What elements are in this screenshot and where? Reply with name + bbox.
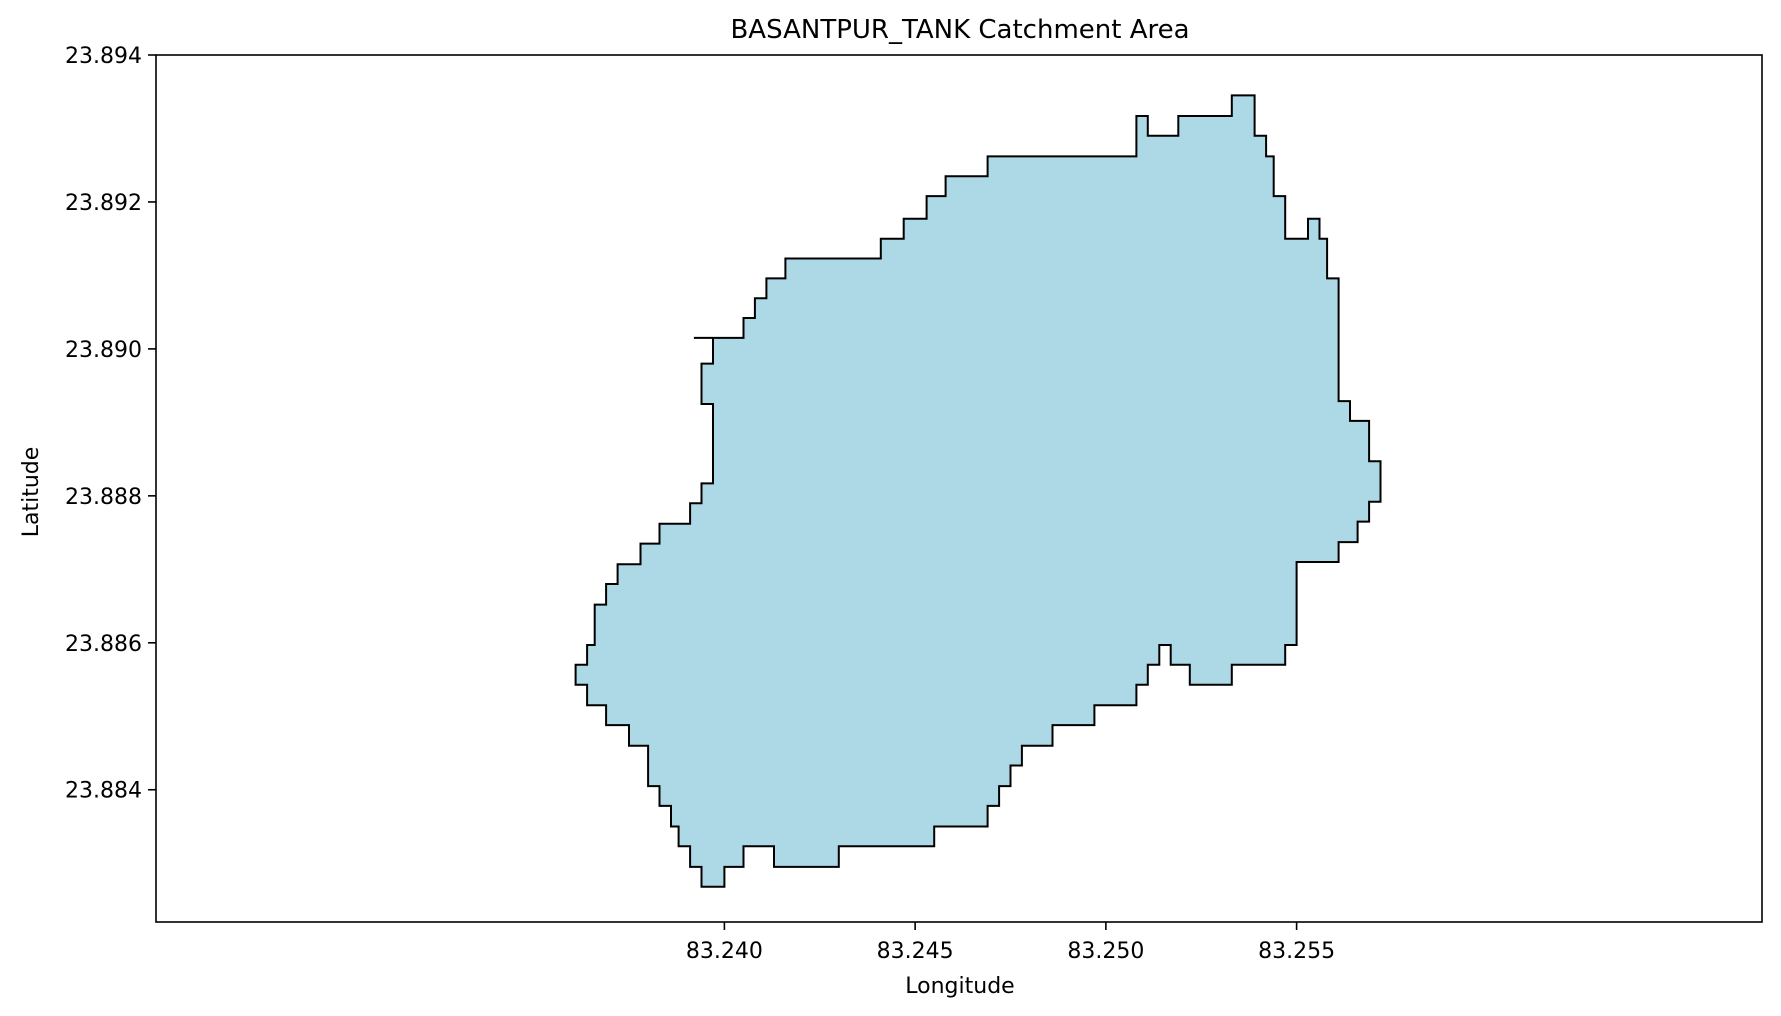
x-axis-label: Longitude	[905, 974, 1014, 999]
y-tick-label: 23.886	[65, 632, 142, 657]
y-tick-label: 23.888	[65, 485, 142, 510]
y-tick-label: 23.884	[65, 779, 142, 804]
x-tick-label: 83.245	[877, 939, 954, 964]
x-axis-ticks: 83.240 83.245 83.250 83.255	[686, 922, 1335, 964]
plot-frame	[155, 54, 1763, 923]
y-tick-label: 23.890	[65, 338, 142, 363]
x-tick-label: 83.240	[686, 939, 763, 964]
y-tick-label: 23.894	[65, 44, 142, 69]
x-tick-label: 83.255	[1258, 939, 1335, 964]
y-axis-label: Latitude	[19, 447, 44, 538]
y-axis-ticks: 23.884 23.886 23.888 23.890 23.892 23.894	[65, 44, 156, 804]
catchment-area-polygon	[574, 94, 1382, 888]
y-tick-label: 23.892	[65, 191, 142, 216]
x-tick-label: 83.250	[1067, 939, 1144, 964]
chart-title: BASANTPUR_TANK Catchment Area	[730, 15, 1189, 45]
